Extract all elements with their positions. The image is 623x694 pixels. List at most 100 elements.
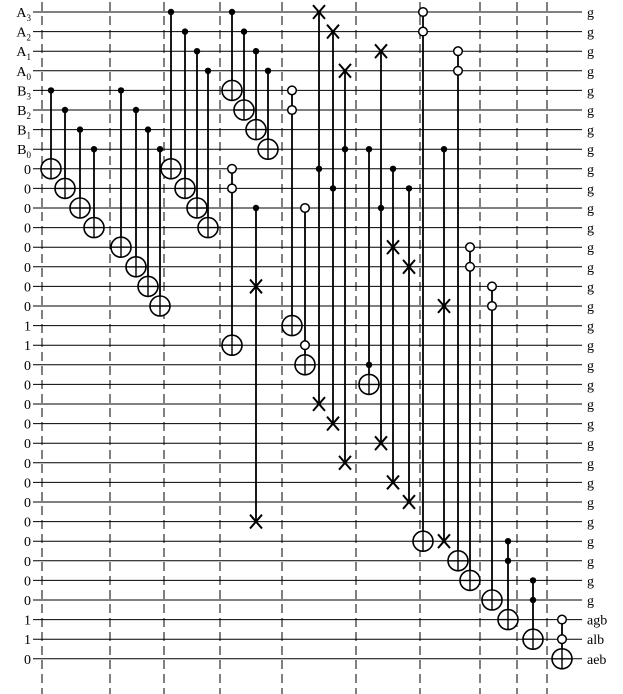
input-label: A2 [16,26,31,43]
gate [338,63,352,471]
input-label: 1 [24,633,31,648]
gate [186,48,208,219]
circuit-wires [33,11,582,660]
gate [551,614,573,670]
gate [312,4,326,412]
output-label: g [587,45,594,60]
input-label: 0 [24,535,31,550]
gate [281,85,303,337]
output-label: g [587,222,594,237]
swap-mark [326,24,340,40]
output-label: g [587,65,594,80]
input-label: B0 [17,143,31,160]
swap-mark [386,239,400,255]
input-label: 0 [24,653,31,668]
gate [386,165,400,490]
gate [402,185,416,510]
control-dot [329,185,337,192]
gate [447,46,469,572]
control-open [464,261,476,272]
input-label: 0 [24,457,31,472]
swap-mark [249,514,263,530]
wire-labels: A3 A2 A1 A0 B3 B2 B1 B0 0 0 0 0 0 0 0 0 1 1 0 0 0 0 0 0 0 0 0 0 0 0 0 1… [16,6,607,668]
gate [257,67,279,160]
output-label: g [587,163,594,178]
control-dot [389,165,397,172]
control-dot [156,146,164,153]
gate [358,146,380,396]
gate [374,43,388,451]
input-label: 0 [24,574,31,589]
gate [481,281,503,611]
output-label: g [587,320,594,335]
input-label: 0 [24,261,31,276]
swap-mark [312,396,326,412]
input-label: 0 [24,378,31,393]
control-dot [264,67,272,75]
input-label: 1 [24,614,31,629]
control-open [417,26,429,37]
output-label: g [587,359,594,374]
output-label: g [587,241,594,256]
output-label: g [587,535,594,550]
control-open [486,300,498,312]
input-label: 0 [24,516,31,531]
control-dot [181,28,189,35]
gate [197,67,219,239]
input-label: 0 [24,202,31,217]
gate [149,146,171,317]
control-dot [365,146,373,153]
swap-mark [402,259,416,275]
swap-mark [386,474,400,490]
control-open [452,46,464,57]
output-label: g [587,104,594,119]
control-dot [365,361,373,368]
gate [326,24,340,432]
control-dot [47,87,55,94]
gate [174,28,196,200]
swap-mark [374,435,388,451]
control-open [486,281,498,292]
control-dot [504,538,512,545]
gate [83,146,105,239]
output-label: alb [587,633,604,648]
gate [137,126,159,298]
control-dot [529,596,537,604]
output-label: agb [587,614,607,629]
control-dot [440,146,448,153]
output-label: g [587,202,594,217]
output-label: g [587,143,594,158]
control-open [299,202,311,214]
swap-mark [312,4,326,20]
swap-mark [338,455,352,471]
swap-mark [374,43,388,59]
input-label: A1 [16,45,31,62]
control-open [556,634,568,645]
output-label: g [587,84,594,99]
control-open [226,183,238,194]
output-label: g [587,574,594,589]
input-label: 0 [24,222,31,237]
gate [249,204,263,530]
gate [221,163,243,357]
control-dot [252,204,260,212]
control-dot [76,126,84,133]
input-label: 1 [24,320,31,335]
input-label: 0 [24,300,31,315]
swap-mark [338,63,352,79]
input-label: 0 [24,496,31,511]
control-dot [504,557,512,564]
control-dot [193,48,201,55]
output-label: g [587,496,594,511]
control-dot [228,8,236,16]
input-label: 1 [24,339,31,354]
control-open [464,242,476,253]
output-label: g [587,555,594,570]
input-label: A3 [16,6,31,23]
output-label: g [587,418,594,433]
gate [69,126,91,219]
control-dot [204,67,212,75]
control-dot [315,165,323,172]
gate [522,577,544,651]
gate [54,106,76,200]
